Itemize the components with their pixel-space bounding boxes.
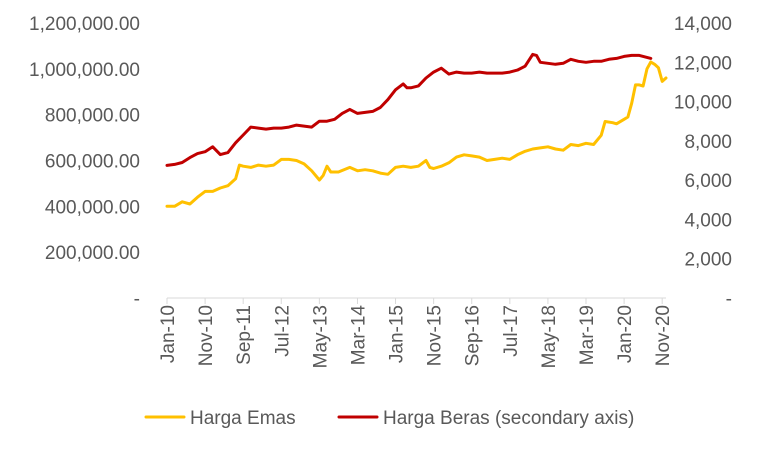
right-axis-tick-label: - [726,289,732,310]
x-axis-tick-label: Nov-15 [425,305,446,366]
x-axis-tick-label: May-18 [539,305,560,368]
x-axis-tick-label: Jan-20 [615,305,636,363]
x-axis-tickmarks [166,298,663,304]
right-axis-tick-label: 8,000 [684,132,732,153]
x-axis-tick-label: Nov-20 [653,305,674,366]
x-axis-tick-label: Jan-10 [158,305,179,363]
right-axis-tick-label: 12,000 [674,53,732,74]
right-axis-tick-label: 14,000 [674,14,732,35]
x-axis-tick-label: Mar-14 [348,305,369,366]
x-axis-tick-label: Jan-15 [387,305,408,363]
right-axis-tick-label: 4,000 [684,210,732,231]
right-axis-tick-label: 2,000 [684,250,732,271]
x-axis-tick-label: Mar-19 [577,305,598,365]
x-axis-tick-label: Sep-16 [463,305,484,366]
x-axis-tick-label: May-13 [310,305,331,368]
legend-label-rice: Harga Beras (secondary axis) [383,408,634,429]
right-axis-ticks: - 2,000 4,000 6,000 8,000 10,000 12,000 14,000 [674,14,732,310]
x-axis-tick-label: Nov-10 [196,305,217,366]
left-axis-tick-label: 200,000.00 [45,243,140,264]
left-axis-tick-label: 600,000.00 [45,152,140,173]
left-axis-ticks: - 200,000.00 400,000.00 600,000.00 800,000.0… [29,14,140,310]
series-layer [165,52,668,208]
left-axis-tick-label: 800,000.00 [45,106,140,127]
legend: Harga Emas Harga Beras (secondary axis) [144,408,634,429]
left-axis-tick-label: 1,000,000.00 [29,60,140,81]
series-line-harga-beras [165,52,653,167]
x-axis-tick-label: Jul-12 [272,305,293,357]
right-axis-tick-label: 6,000 [684,171,732,192]
left-axis-tick-label: - [134,289,140,310]
legend-label-gold: Harga Emas [190,408,296,429]
x-axis-ticks: Jan-10 Nov-10 Sep-11 Jul-12 May-13 Mar-14 Jan-… [158,305,674,369]
left-axis-tick-label: 1,200,000.00 [29,14,140,35]
x-axis-tick-label: Sep-11 [234,305,255,365]
right-axis-tick-label: 10,000 [674,93,732,114]
left-axis-tick-label: 400,000.00 [45,197,140,218]
series-line-harga-emas [165,60,668,208]
x-axis-tick-label: Jul-17 [501,305,522,357]
